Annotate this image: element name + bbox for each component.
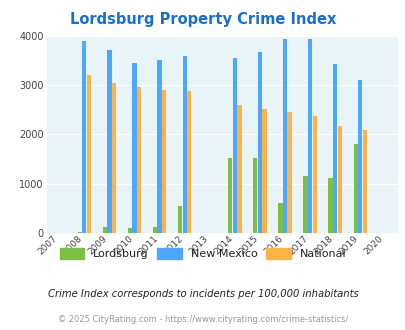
Text: Crime Index corresponds to incidents per 100,000 inhabitants: Crime Index corresponds to incidents per… <box>47 289 358 299</box>
Text: Lordsburg Property Crime Index: Lordsburg Property Crime Index <box>70 12 335 26</box>
Text: © 2025 CityRating.com - https://www.cityrating.com/crime-statistics/: © 2025 CityRating.com - https://www.city… <box>58 315 347 324</box>
Bar <box>177 206 182 233</box>
Bar <box>362 130 366 233</box>
Bar <box>182 56 186 233</box>
Bar <box>328 178 332 233</box>
Bar <box>303 176 307 233</box>
Bar <box>82 41 86 233</box>
Bar <box>112 83 116 233</box>
Bar <box>237 105 241 233</box>
Bar <box>187 91 191 233</box>
Bar <box>102 227 107 233</box>
Bar <box>77 232 82 233</box>
Bar <box>107 50 111 233</box>
Bar <box>282 39 286 233</box>
Legend: Lordsburg, New Mexico, National: Lordsburg, New Mexico, National <box>55 243 350 263</box>
Bar <box>162 90 166 233</box>
Bar <box>257 52 261 233</box>
Bar <box>228 158 232 233</box>
Bar <box>307 39 311 233</box>
Bar <box>157 60 161 233</box>
Bar <box>128 228 132 233</box>
Bar <box>136 87 141 233</box>
Bar <box>253 157 257 233</box>
Bar <box>287 112 291 233</box>
Bar <box>353 144 357 233</box>
Bar <box>132 63 136 233</box>
Bar <box>262 110 266 233</box>
Bar <box>277 203 282 233</box>
Bar <box>337 126 341 233</box>
Bar <box>312 116 316 233</box>
Bar <box>232 58 237 233</box>
Bar <box>357 81 362 233</box>
Bar <box>87 75 91 233</box>
Bar <box>332 64 337 233</box>
Bar <box>152 227 157 233</box>
